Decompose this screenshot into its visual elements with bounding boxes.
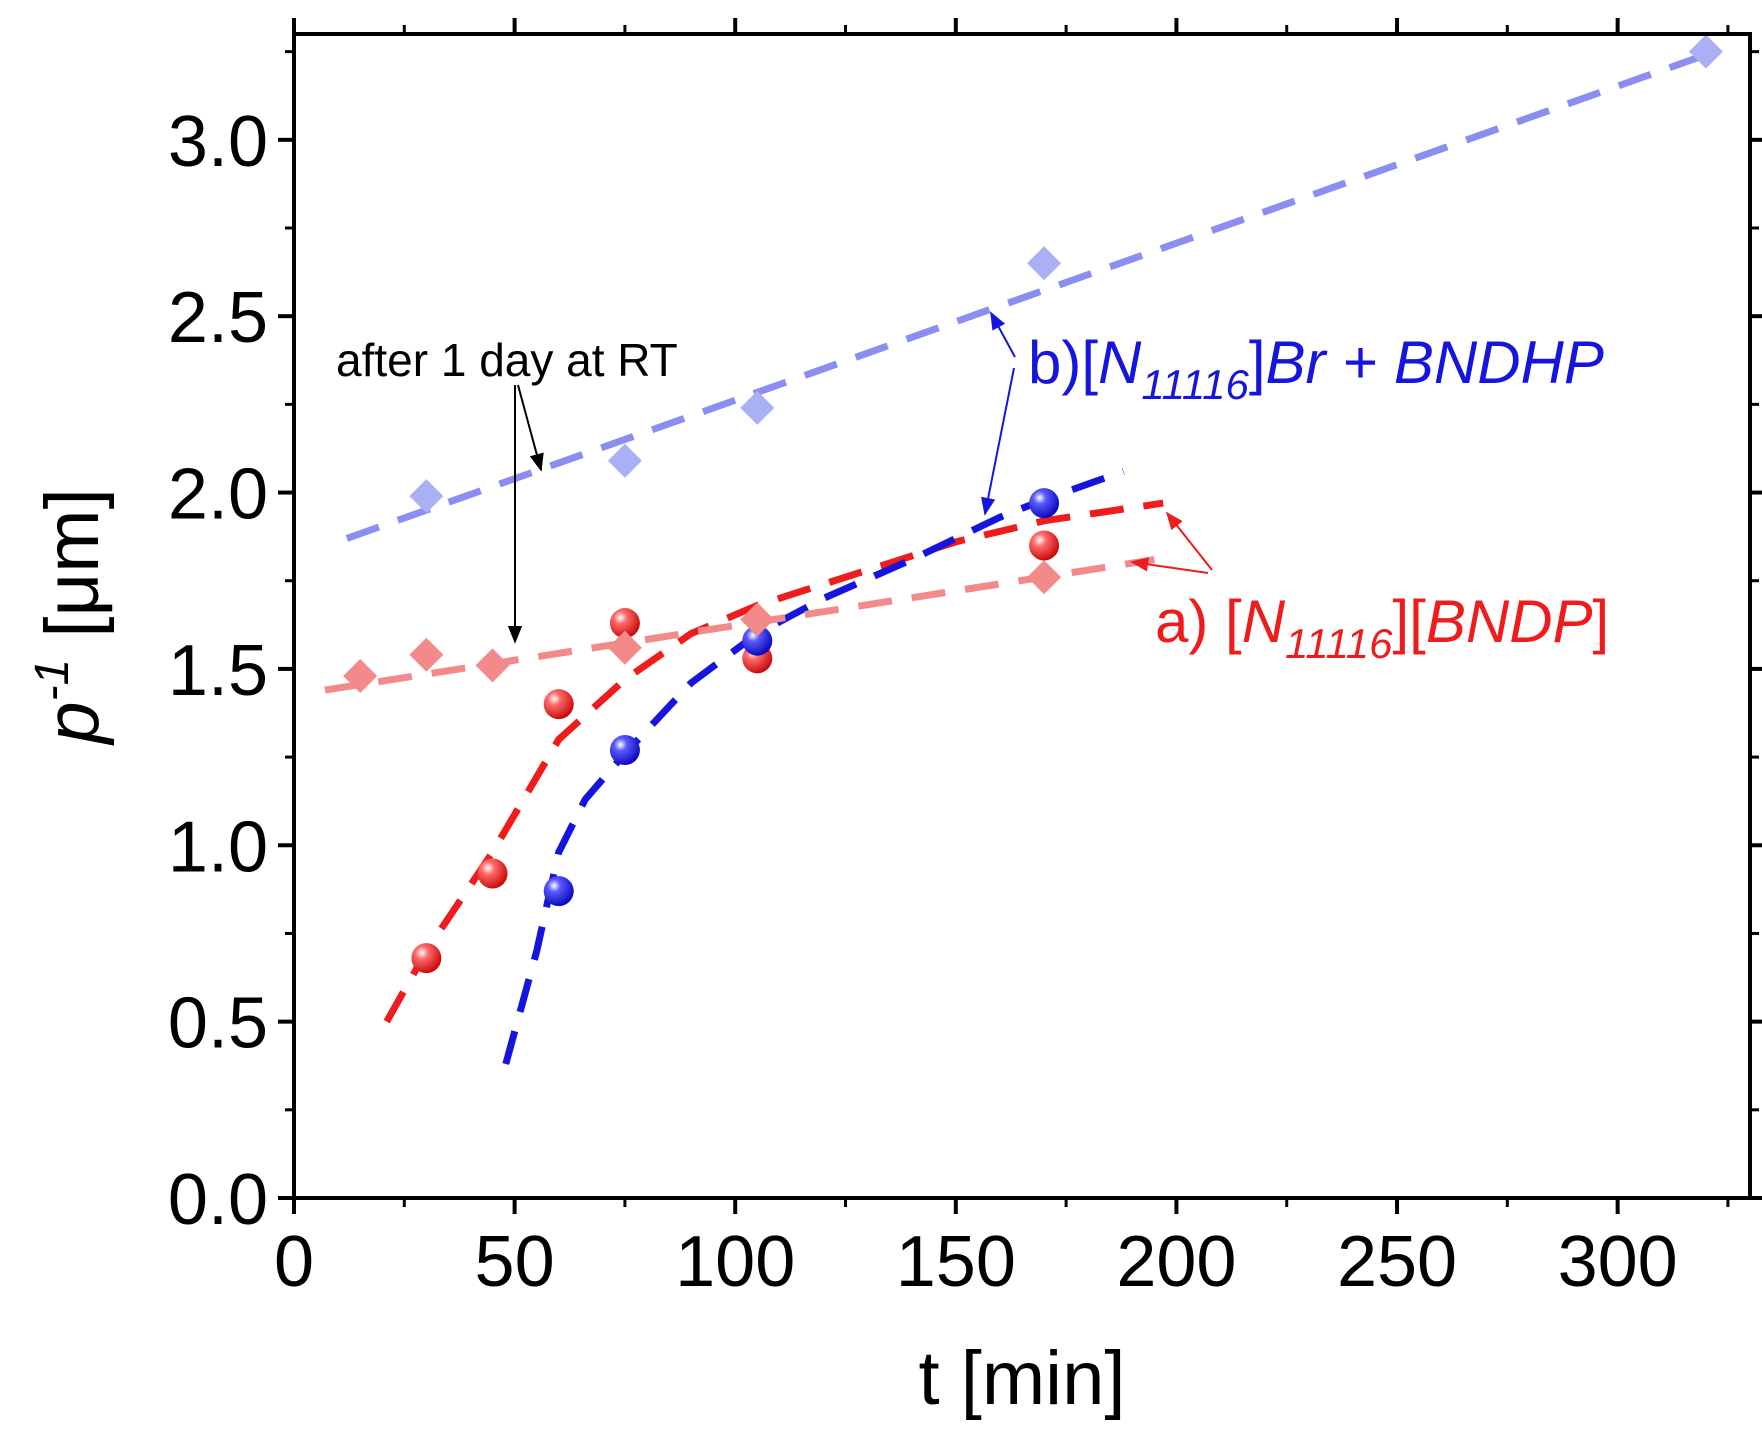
x-tick-label: 250 <box>1337 1222 1457 1302</box>
series-a-arrow-upper <box>1165 511 1213 571</box>
after-day-label: after 1 day at RT <box>336 334 678 386</box>
series-a-middle: ][ <box>1393 588 1427 655</box>
diamond-point-b_diamonds <box>409 479 444 514</box>
fit-line-b_day_fit <box>345 48 1716 542</box>
axis-ticks <box>278 18 1762 1214</box>
series-a-label: a) [N11116][BNDP] <box>1130 511 1609 667</box>
sphere-point-a_spheres <box>543 689 574 720</box>
sphere-point-a_spheres <box>1029 530 1060 561</box>
diamond-point-a_diamonds <box>740 602 775 637</box>
y-axis-symbol: p <box>30 701 115 745</box>
fit-line-a_fit <box>383 499 1164 1024</box>
diamond-point-a_diamonds <box>1027 560 1062 595</box>
diamond-point-b_diamonds <box>607 443 642 478</box>
series-a-text: a) [N11116][BNDP] <box>1155 588 1609 667</box>
series-b-arrow-upper <box>990 311 1016 358</box>
x-tick-label: 50 <box>475 1222 555 1302</box>
y-tick-label: 1.5 <box>168 631 268 711</box>
x-tick-label: 100 <box>675 1222 795 1302</box>
series-b-arrow-lower <box>981 367 1015 516</box>
y-tick-label: 0.0 <box>168 1160 268 1240</box>
diamond-point-a_diamonds <box>607 630 642 665</box>
y-tick-label: 1.0 <box>168 807 268 887</box>
series-b-anion: Br + BNDHP <box>1266 329 1604 396</box>
series-b-label: b)[N11116]Br + BNDHP <box>981 311 1604 516</box>
diamond-point-a_diamonds <box>409 637 444 672</box>
fit-line-b_fit <box>502 468 1125 1065</box>
y-axis-title: p-1 [μm] <box>26 488 115 745</box>
after-day-arrow-upper <box>517 384 544 472</box>
diamond-point-b_diamonds <box>740 390 775 425</box>
series-b-prefix: b)[ <box>1028 329 1098 396</box>
sphere-point-b_spheres <box>609 735 640 766</box>
diamond-point-a_diamonds <box>343 658 378 693</box>
series-a-prefix: a) [ <box>1155 588 1242 655</box>
y-tick-label: 0.5 <box>168 984 268 1064</box>
fit-line-a_day_fit <box>324 556 1155 694</box>
x-tick-label: 0 <box>274 1222 314 1302</box>
fit-lines <box>324 48 1716 1065</box>
after-day-annotation: after 1 day at RT <box>336 334 678 644</box>
x-tick-label: 300 <box>1558 1222 1678 1302</box>
series-b-text: b)[N11116]Br + BNDHP <box>1028 329 1604 408</box>
sphere-point-a_spheres <box>609 608 640 639</box>
x-tick-label: 150 <box>896 1222 1016 1302</box>
series-b-subscript: 11116 <box>1141 361 1249 408</box>
series-a-suffix: ] <box>1593 588 1610 655</box>
y-tick-label: 2.5 <box>168 278 268 358</box>
diamond-point-b_diamonds <box>1027 246 1062 281</box>
x-tick-labels: 0 50 100 150 200 250 300 <box>274 1222 1678 1302</box>
diamond-point-a_diamonds <box>475 648 510 683</box>
x-axis-title: t [min] <box>919 1336 1126 1421</box>
sphere-point-a_spheres <box>411 943 442 974</box>
y-axis-exponent: -1 <box>26 659 79 702</box>
series-a-arrow-lower <box>1130 557 1209 574</box>
data-points <box>343 34 1723 974</box>
y-axis-unit: [μm] <box>30 488 115 658</box>
series-b-middle: ] <box>1249 329 1266 396</box>
series-a-subscript: 11116 <box>1285 620 1393 667</box>
sphere-point-b_spheres <box>742 625 773 656</box>
sphere-point-b_spheres <box>1029 488 1060 519</box>
x-tick-label: 200 <box>1116 1222 1236 1302</box>
sphere-point-b_spheres <box>543 876 574 907</box>
diamond-point-b_diamonds <box>1688 34 1723 69</box>
sphere-point-a_spheres <box>477 858 508 889</box>
series-a-anion: BNDP <box>1426 588 1593 655</box>
y-tick-labels: 0.0 0.5 1.0 1.5 2.0 2.5 3.0 <box>168 102 268 1240</box>
plot-frame <box>292 32 1752 1200</box>
y-tick-label: 2.0 <box>168 455 268 535</box>
series-a-cation: N <box>1242 588 1286 655</box>
series-b-cation: N <box>1098 329 1142 396</box>
y-tick-label: 3.0 <box>168 102 268 182</box>
